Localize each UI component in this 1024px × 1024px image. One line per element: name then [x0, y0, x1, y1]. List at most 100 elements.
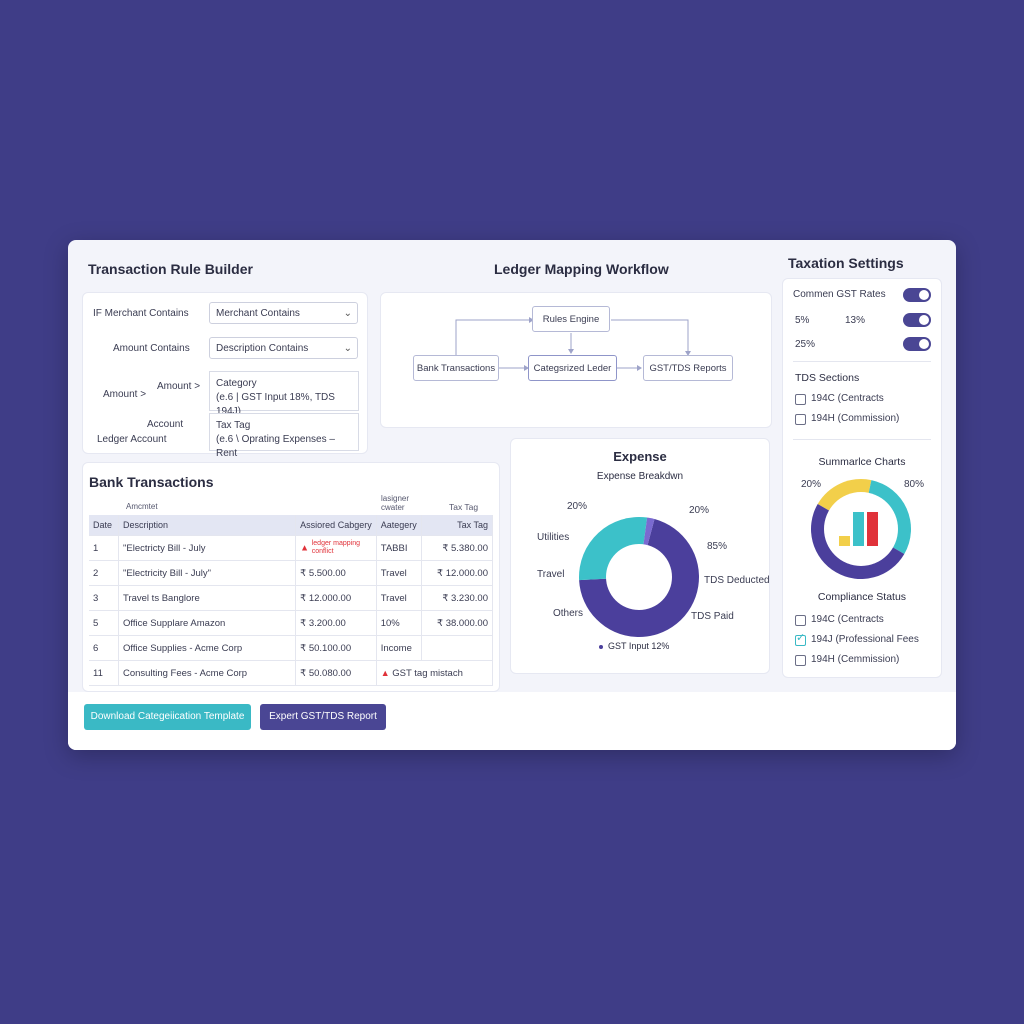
- dashboard-card: Transaction Rule Builder IF Merchant Con…: [68, 240, 956, 750]
- workflow-title: Ledger Mapping Workflow: [494, 261, 669, 277]
- row-date: 5: [89, 610, 119, 636]
- tds-194h-checkbox[interactable]: [795, 414, 806, 425]
- row-date: 3: [89, 585, 119, 611]
- summary-bar: [839, 536, 850, 546]
- row-amount: ₹ 3.200.00: [295, 610, 377, 636]
- header-category[interactable]: Aategery: [376, 515, 422, 536]
- expense-legend-label: GST Input 12%: [608, 641, 670, 651]
- account-label: Account: [147, 419, 184, 430]
- expense-label-others: Others: [553, 608, 584, 619]
- merchant-contains-value: Merchant Contains: [216, 308, 300, 319]
- rules-engine-node[interactable]: Rules Engine: [532, 306, 610, 332]
- gst-rate-13: 13%: [845, 315, 866, 326]
- header-date[interactable]: Date: [89, 515, 119, 536]
- chevron-down-icon: ⌄: [343, 308, 352, 319]
- tax-tag-field-title: Tax Tag: [216, 420, 251, 431]
- tax-tag-field-example: (e.6 \ Oprating Expenses – Rent: [216, 434, 335, 459]
- divider: [793, 439, 931, 440]
- workflow-arrows: [455, 317, 691, 371]
- expense-label-tds-deducted: TDS Deducted: [704, 575, 770, 586]
- download-template-button[interactable]: Download Categeiication Template: [84, 704, 251, 730]
- export-report-button[interactable]: Expert GST/TDS Report: [260, 704, 386, 730]
- gst-rate-5: 5%: [795, 315, 810, 326]
- row-tax: ₹ 3.230.00: [421, 585, 494, 611]
- compliance-194h-checkbox[interactable]: [795, 655, 806, 666]
- row-tax: [421, 635, 494, 661]
- categorized-ledger-node[interactable]: Categsrized Leder: [528, 355, 617, 381]
- row-description: "Electricity Bill - July": [118, 560, 297, 586]
- bank-transactions-node[interactable]: Bank Transactions: [413, 355, 499, 381]
- table-row[interactable]: 1 "Electricty Bill - July ▲ ledger mappi…: [89, 535, 494, 561]
- header-assigned-category[interactable]: Assiored Cabgery: [295, 515, 377, 536]
- header-description[interactable]: Description: [118, 515, 297, 536]
- row-tax: ₹ 38.000.00: [421, 610, 494, 636]
- row-category: 10%: [376, 610, 422, 636]
- table-header-row: Date Description Assiored Cabgery Aatege…: [89, 515, 494, 536]
- gst-rate-25: 25%: [795, 339, 816, 350]
- row-category: Income: [376, 635, 422, 661]
- taxtag-subheader: Tax Tag: [449, 502, 479, 512]
- gst-tds-reports-node[interactable]: GST/TDS Reports: [643, 355, 733, 381]
- expense-label-20-left: 20%: [567, 501, 588, 512]
- table-row[interactable]: 6 Office Supplies - Acme Corp ₹ 50.100.0…: [89, 635, 494, 661]
- ledger-account-label: Ledger Account: [97, 434, 167, 445]
- compliance-status-title: Compliance Status: [817, 591, 907, 603]
- amount-subheader: Amcmtet: [126, 502, 158, 511]
- row-description: Consulting Fees - Acme Corp: [118, 660, 297, 686]
- table-row[interactable]: 2 "Electricity Bill - July" ₹ 5.500.00 T…: [89, 560, 494, 586]
- row-tax-mismatch-cell: ▲ GST tag mistach: [376, 660, 494, 686]
- taxation-panel: Commen GST Rates 5% 13% 25% TDS Sections…: [782, 278, 942, 678]
- summary-donut-chart: [811, 479, 911, 579]
- row-description: Office Supplies - Acme Corp: [118, 635, 297, 661]
- expense-label-tds-paid: TDS Paid: [691, 611, 734, 622]
- merchant-contains-select[interactable]: Merchant Contains ⌄: [209, 302, 358, 324]
- table-row[interactable]: 5 Office Supplare Amazon ₹ 3.200.00 10% …: [89, 610, 494, 636]
- ledger-conflict-flag: ledger mapping conflict: [311, 540, 360, 555]
- expense-label-utilities: Utilities: [537, 532, 570, 543]
- description-contains-value: Description Contains: [216, 343, 309, 354]
- category-field-title: Category: [216, 378, 257, 389]
- header-tax-tag[interactable]: Tax Tag: [421, 515, 494, 536]
- tds-194c-label: 194C (Centracts: [811, 393, 884, 404]
- gst-common-toggle[interactable]: [903, 288, 931, 302]
- tax-tag-field[interactable]: Tax Tag (e.6 \ Oprating Expenses – Rent: [209, 413, 359, 459]
- tds-sections-title: TDS Sections: [795, 372, 860, 384]
- common-gst-label: Commen GST Rates: [793, 289, 886, 300]
- summary-label-80: 80%: [904, 479, 925, 490]
- summary-bar: [867, 512, 878, 546]
- expense-legend: GST Input 12%: [599, 641, 669, 651]
- row-amount: ₹ 50.080.00: [295, 660, 377, 686]
- arrow-bank-to-rules: [455, 319, 529, 355]
- chevron-down-icon: ⌄: [343, 343, 352, 354]
- expense-label-20-right: 20%: [689, 505, 710, 516]
- row-category: Travel: [376, 585, 422, 611]
- gst-rate-13-toggle[interactable]: [903, 313, 931, 327]
- row-category: TABBI: [376, 535, 422, 561]
- compliance-194c-checkbox[interactable]: [795, 615, 806, 626]
- workflow-panel: Rules Engine Bank Transactions Categsriz…: [380, 292, 772, 428]
- assignee-subheader: lasigner cwater: [381, 494, 410, 512]
- tds-194c-checkbox[interactable]: [795, 394, 806, 405]
- expense-label-travel: Travel: [537, 569, 565, 580]
- row-description: Travel ts Banglore: [118, 585, 297, 611]
- legend-dot-icon: [599, 644, 603, 649]
- transactions-table: Date Description Assiored Cabgery Aatege…: [89, 515, 494, 686]
- category-field[interactable]: Category (e.6 | GST Input 18%, TDS 194J): [209, 371, 359, 417]
- row-amount: ₹ 50.100.00: [295, 635, 377, 661]
- row-date: 2: [89, 560, 119, 586]
- table-row[interactable]: 3 Travel ts Banglore ₹ 12.000.00 Travel …: [89, 585, 494, 611]
- expense-label-85: 85%: [707, 541, 728, 552]
- compliance-194h-label: 194H (Cemmission): [811, 654, 900, 665]
- row-date: 6: [89, 635, 119, 661]
- expense-panel: Expense Expense Breakdwn 20% Utilities T…: [510, 438, 770, 674]
- table-row[interactable]: 11 Consulting Fees - Acme Corp ₹ 50.080.…: [89, 660, 494, 686]
- row-tax: ₹ 5.380.00: [421, 535, 494, 561]
- check-icon: ✓: [796, 632, 806, 644]
- rule-builder-panel: IF Merchant Contains Merchant Contains ⌄…: [82, 292, 368, 459]
- taxation-settings-title: Taxation Settings: [788, 255, 904, 271]
- expense-donut-hole: [606, 544, 672, 610]
- description-contains-select[interactable]: Description Contains ⌄: [209, 337, 358, 359]
- gst-rate-25-toggle[interactable]: [903, 337, 931, 351]
- compliance-194j-checkbox[interactable]: ✓: [795, 632, 806, 646]
- amount-gt-label-2: Amount >: [103, 389, 147, 400]
